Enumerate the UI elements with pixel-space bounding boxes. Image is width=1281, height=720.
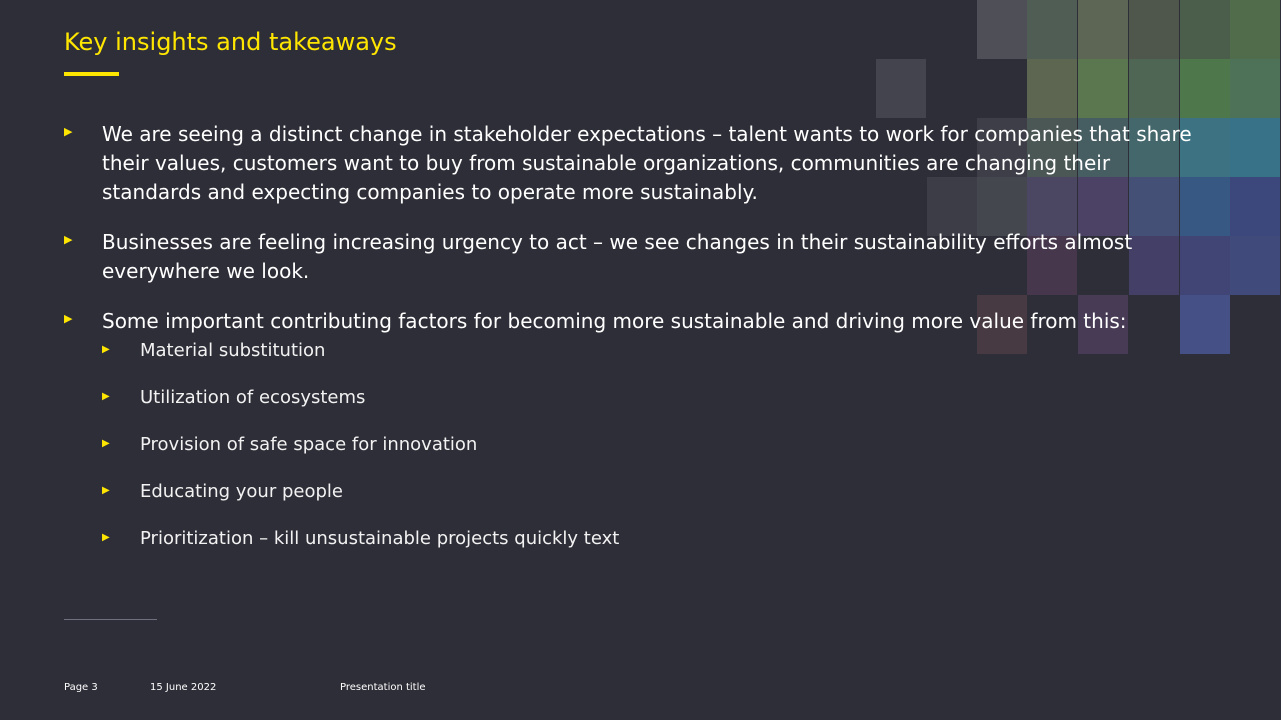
- bullet-item: ▶ We are seeing a distinct change in sta…: [64, 120, 1214, 207]
- bullet-text: We are seeing a distinct change in stake…: [102, 122, 1192, 204]
- sub-bullet-text: Material substitution: [140, 340, 326, 361]
- sub-bullet-item: ▶ Prioritization – kill unsustainable pr…: [102, 528, 1214, 550]
- triangle-bullet-icon: ▶: [102, 391, 110, 402]
- sub-bullet-item: ▶ Utilization of ecosystems: [102, 387, 1214, 409]
- title-underline: [64, 72, 119, 76]
- footer-presentation-title: Presentation title: [340, 682, 426, 693]
- sub-bullet-text: Educating your people: [140, 481, 343, 502]
- triangle-bullet-icon: ▶: [102, 438, 110, 449]
- bullet-item: ▶ Businesses are feeling increasing urge…: [64, 228, 1214, 286]
- footnote-divider: [64, 619, 157, 620]
- triangle-bullet-icon: ▶: [64, 125, 73, 138]
- bullet-list: ▶ We are seeing a distinct change in sta…: [64, 120, 1214, 575]
- sub-bullet-item: ▶ Material substitution: [102, 340, 1214, 362]
- footer-page-number: Page 3: [64, 682, 98, 693]
- footer-date: 15 June 2022: [150, 682, 217, 693]
- sub-bullet-text: Prioritization – kill unsustainable proj…: [140, 528, 620, 549]
- triangle-bullet-icon: ▶: [64, 233, 73, 246]
- triangle-bullet-icon: ▶: [102, 532, 110, 543]
- bullet-item: ▶ Some important contributing factors fo…: [64, 307, 1214, 550]
- triangle-bullet-icon: ▶: [64, 312, 73, 325]
- triangle-bullet-icon: ▶: [102, 344, 110, 355]
- sub-bullet-item: ▶ Provision of safe space for innovation: [102, 434, 1214, 456]
- slide-title: Key insights and takeaways: [64, 28, 397, 56]
- bullet-text: Businesses are feeling increasing urgenc…: [102, 230, 1133, 283]
- sub-bullet-list: ▶ Material substitution ▶ Utilization of…: [102, 340, 1214, 550]
- sub-bullet-text: Provision of safe space for innovation: [140, 434, 478, 455]
- sub-bullet-item: ▶ Educating your people: [102, 481, 1214, 503]
- bullet-text: Some important contributing factors for …: [102, 309, 1127, 333]
- sub-bullet-text: Utilization of ecosystems: [140, 387, 366, 408]
- triangle-bullet-icon: ▶: [102, 485, 110, 496]
